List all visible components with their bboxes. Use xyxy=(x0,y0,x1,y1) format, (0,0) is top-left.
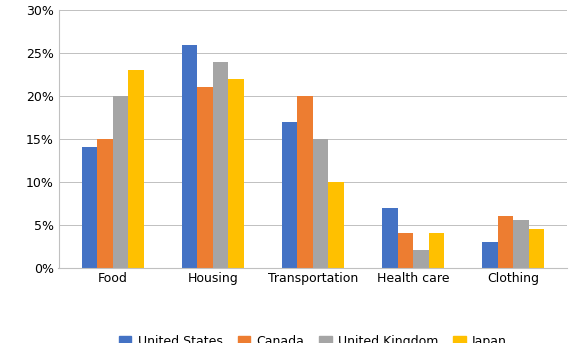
Bar xyxy=(529,229,544,268)
Bar xyxy=(313,139,329,268)
Bar xyxy=(282,122,297,268)
Bar xyxy=(513,221,529,268)
Bar xyxy=(429,233,444,268)
Bar xyxy=(128,70,144,268)
Bar xyxy=(382,208,398,268)
Bar xyxy=(498,216,513,268)
Bar xyxy=(297,96,313,268)
Bar xyxy=(398,233,413,268)
Bar xyxy=(97,139,113,268)
Bar xyxy=(228,79,244,268)
Bar xyxy=(182,45,197,268)
Bar xyxy=(482,242,498,268)
Bar xyxy=(113,96,128,268)
Bar xyxy=(329,182,344,268)
Bar xyxy=(213,62,228,268)
Legend: United States, Canada, United Kingdom, Japan: United States, Canada, United Kingdom, J… xyxy=(114,330,512,343)
Bar xyxy=(82,147,97,268)
Bar xyxy=(197,87,213,268)
Bar xyxy=(413,250,429,268)
